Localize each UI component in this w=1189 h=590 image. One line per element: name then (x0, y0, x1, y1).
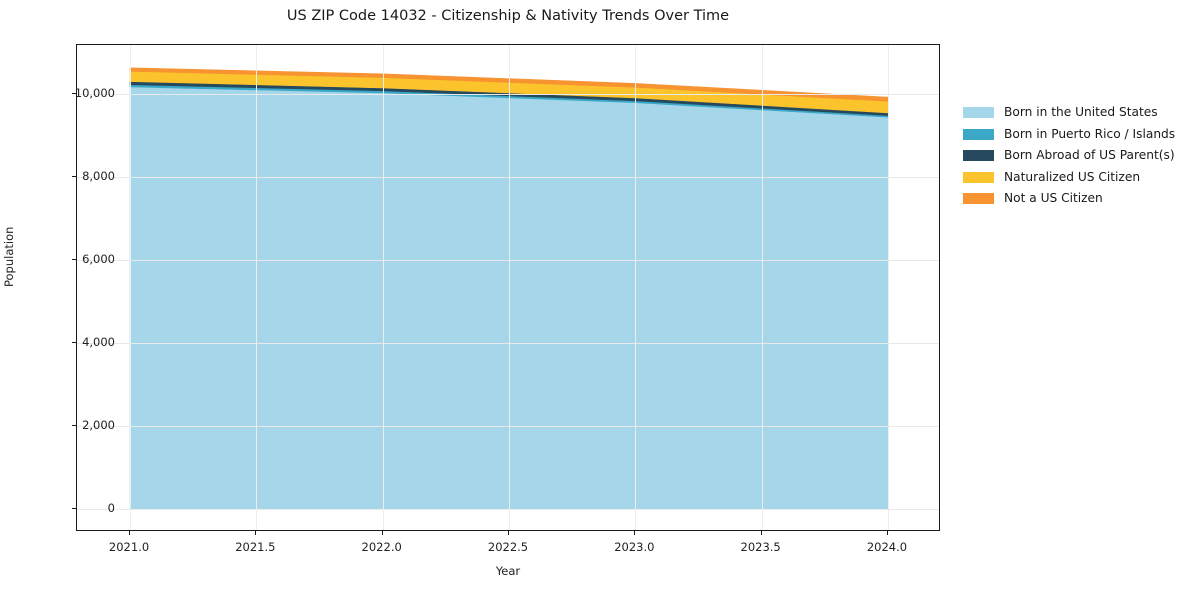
x-axis-tick-label: 2023.5 (740, 540, 781, 554)
legend-item[interactable]: Born in the United States (963, 106, 1175, 119)
legend-item[interactable]: Born Abroad of US Parent(s) (963, 149, 1175, 162)
gridline-horizontal (77, 93, 939, 95)
gridline-horizontal (77, 259, 939, 261)
x-axis-tick-label: 2022.0 (361, 540, 402, 554)
gridline-horizontal (77, 508, 939, 510)
gridline-horizontal (77, 425, 939, 427)
legend-item-label: Naturalized US Citizen (1004, 169, 1141, 184)
x-axis-tick-mark (255, 531, 257, 535)
y-axis-tick-mark (72, 424, 76, 426)
legend-color-swatch (963, 128, 994, 140)
x-axis-tick-label: 2022.5 (487, 540, 529, 554)
gridline-vertical (509, 45, 510, 530)
x-axis-tick-mark (634, 531, 636, 535)
gridline-vertical (382, 45, 384, 530)
y-axis-tick-mark (72, 341, 76, 343)
legend-color-swatch (963, 107, 994, 118)
y-axis-tick-mark (72, 258, 76, 260)
y-axis-tick-mark (72, 175, 76, 177)
legend-item-label: Born in Puerto Rico / Islands (1004, 126, 1176, 141)
y-axis-tick-label: 8,000 (82, 168, 115, 183)
y-axis-tick-label: 10,000 (74, 85, 115, 100)
x-axis-tick-mark (760, 531, 762, 535)
gridline-vertical (761, 45, 763, 530)
y-axis-title: Population (2, 226, 16, 287)
legend-item[interactable]: Born in Puerto Rico / Islands (963, 126, 1176, 141)
plot-inner (77, 45, 939, 530)
x-axis-tick-label: 2021.0 (108, 540, 150, 554)
x-axis-tick-mark (886, 531, 888, 535)
legend-item[interactable]: Not a US Citizen (963, 192, 1175, 205)
y-axis-tick-label: 0 (107, 500, 115, 515)
legend-color-swatch (963, 193, 994, 204)
gridline-horizontal (77, 342, 939, 344)
gridline-vertical (130, 45, 132, 530)
x-axis-tick-label: 2023.0 (614, 540, 655, 554)
x-axis-tick-label: 2021.5 (235, 540, 276, 554)
legend-item-label: Not a US Citizen (1004, 191, 1103, 205)
legend-color-swatch (963, 150, 994, 161)
y-axis-tick-label: 2,000 (82, 417, 115, 432)
x-axis-tick-label: 2024.0 (866, 540, 908, 554)
page-title: US ZIP Code 14032 - Citizenship & Nativi… (286, 8, 730, 24)
y-axis-tick-mark (72, 92, 76, 94)
legend-color-swatch (963, 171, 994, 183)
y-axis-tick-label: 6,000 (82, 251, 115, 266)
y-axis-tick-label: 4,000 (82, 334, 115, 349)
x-axis-tick-mark (381, 531, 383, 535)
legend: Born in the United States Born in Puerto … (963, 106, 1175, 205)
legend-item-label: Born in the United States (1004, 105, 1158, 119)
x-axis-title: Year (495, 564, 521, 578)
y-axis-tick-mark (72, 507, 76, 509)
gridline-vertical (887, 45, 889, 530)
gridline-horizontal (77, 176, 939, 178)
stacked-area-series (129, 67, 889, 510)
legend-item-label: Born Abroad of US Parent(s) (1004, 148, 1175, 162)
gridline-vertical (635, 45, 637, 530)
x-axis-tick-mark (129, 531, 131, 535)
plot-area (76, 44, 940, 531)
x-axis-tick-mark (508, 531, 509, 535)
gridline-vertical (256, 45, 258, 530)
legend-item[interactable]: Naturalized US Citizen (963, 169, 1175, 184)
